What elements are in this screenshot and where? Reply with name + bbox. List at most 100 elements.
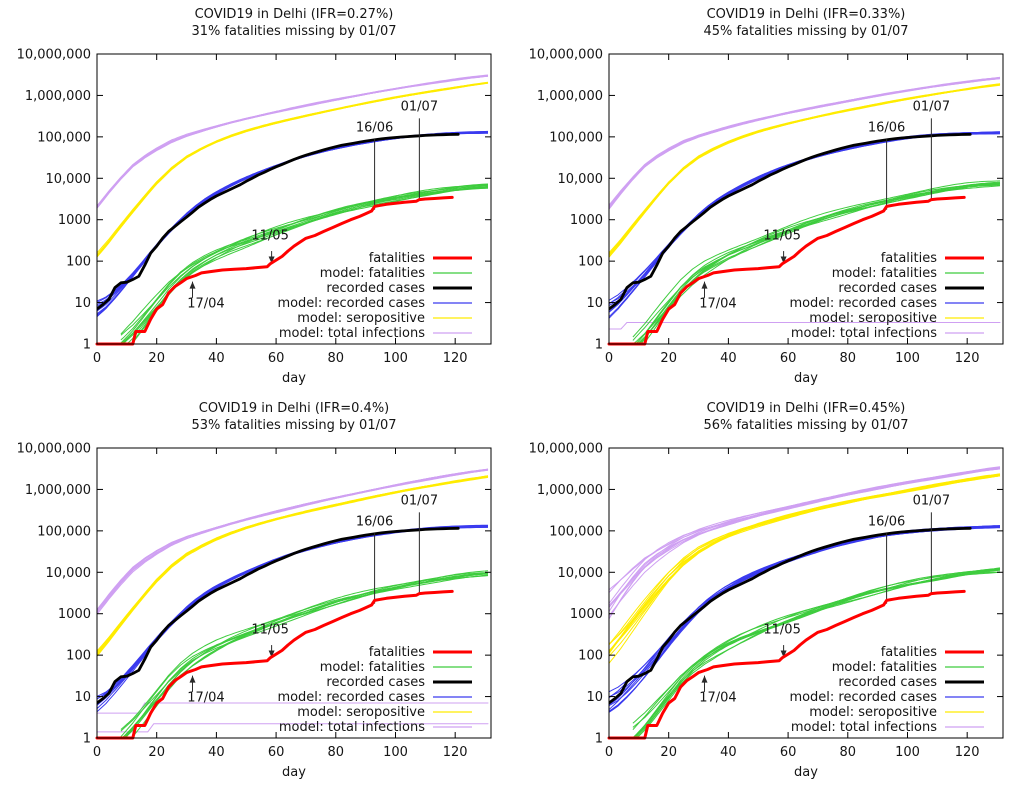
svg-text:100: 100 (578, 255, 603, 270)
svg-text:100,000: 100,000 (37, 130, 91, 145)
svg-text:100: 100 (895, 351, 920, 366)
svg-text:recorded cases: recorded cases (326, 675, 425, 690)
svg-text:recorded cases: recorded cases (838, 675, 937, 690)
svg-text:10: 10 (74, 690, 91, 705)
svg-text:0: 0 (93, 351, 101, 366)
svg-text:01/07: 01/07 (401, 100, 438, 115)
svg-text:model: recorded cases: model: recorded cases (277, 296, 425, 311)
plot-ifr-033: 17/04 11/05 16/06 01/07 0 20 40 60 80 100 120 1 10 10… (529, 48, 1004, 386)
svg-text:40: 40 (720, 351, 737, 366)
svg-text:10,000: 10,000 (558, 172, 604, 187)
svg-text:1000: 1000 (570, 213, 603, 228)
svg-text:0: 0 (605, 745, 613, 760)
svg-text:10,000,000: 10,000,000 (529, 48, 603, 63)
svg-text:1: 1 (595, 338, 603, 353)
svg-text:1,000,000: 1,000,000 (537, 89, 603, 104)
svg-text:16/06: 16/06 (868, 514, 905, 529)
svg-text:100: 100 (383, 745, 408, 760)
svg-text:01/07: 01/07 (401, 494, 438, 509)
svg-text:16/06: 16/06 (356, 514, 393, 529)
svg-text:80: 80 (840, 745, 857, 760)
chart-title-block: COVID19 in Delhi (IFR=0.4%) 53% fataliti… (97, 401, 491, 434)
chart-panel-ifr-045: 17/04 11/05 16/06 01/07 0 20 40 60 80 100 120 1 10 10… (512, 394, 1024, 788)
chart-title: COVID19 in Delhi (IFR=0.27%) (194, 7, 394, 22)
plot-ifr-045: 17/04 11/05 16/06 01/07 0 20 40 60 80 100 120 1 10 10… (529, 442, 1004, 780)
svg-text:1,000,000: 1,000,000 (537, 483, 603, 498)
svg-text:17/04: 17/04 (187, 297, 224, 312)
svg-text:0: 0 (605, 351, 613, 366)
svg-text:20: 20 (660, 745, 677, 760)
svg-text:1000: 1000 (570, 607, 603, 622)
svg-text:model: fatalities: model: fatalities (320, 266, 426, 281)
svg-text:120: 120 (955, 745, 980, 760)
svg-text:model: recorded cases: model: recorded cases (277, 690, 425, 705)
chart-title-block: COVID19 in Delhi (IFR=0.33%) 45% fatalit… (609, 7, 1003, 40)
plot-ifr-04: 17/04 11/05 16/06 01/07 0 20 40 60 80 100 120 1 10 10… (17, 442, 492, 780)
svg-text:16/06: 16/06 (868, 120, 905, 135)
svg-text:100,000: 100,000 (549, 524, 603, 539)
svg-text:20: 20 (148, 745, 165, 760)
svg-text:17/04: 17/04 (699, 297, 736, 312)
chart-subtitle: 31% fatalities missing by 01/07 (191, 23, 397, 39)
svg-text:11/05: 11/05 (251, 623, 288, 638)
chart-subtitle: 53% fatalities missing by 01/07 (191, 417, 397, 433)
svg-text:100,000: 100,000 (549, 130, 603, 145)
svg-text:100: 100 (66, 255, 91, 270)
svg-text:10,000: 10,000 (46, 172, 92, 187)
svg-text:100: 100 (383, 351, 408, 366)
svg-text:40: 40 (208, 745, 225, 760)
svg-text:60: 60 (780, 351, 797, 366)
svg-text:1: 1 (83, 338, 91, 353)
chart-title: COVID19 in Delhi (IFR=0.4%) (198, 401, 390, 416)
svg-text:100: 100 (578, 649, 603, 664)
svg-text:model: seropositive: model: seropositive (809, 705, 937, 720)
svg-text:10: 10 (586, 296, 603, 311)
svg-text:1,000,000: 1,000,000 (25, 483, 91, 498)
svg-text:60: 60 (780, 745, 797, 760)
svg-text:day: day (794, 765, 818, 780)
svg-text:model: seropositive: model: seropositive (297, 311, 425, 326)
svg-text:11/05: 11/05 (251, 229, 288, 244)
svg-text:100: 100 (66, 649, 91, 664)
svg-text:20: 20 (660, 351, 677, 366)
svg-text:model: total infections: model: total infections (791, 720, 937, 735)
svg-text:1000: 1000 (58, 213, 91, 228)
svg-text:model: seropositive: model: seropositive (297, 705, 425, 720)
svg-text:model: recorded cases: model: recorded cases (789, 296, 937, 311)
svg-text:80: 80 (328, 351, 345, 366)
svg-text:0: 0 (93, 745, 101, 760)
svg-text:01/07: 01/07 (913, 494, 950, 509)
chart-panel-ifr-04: 17/04 11/05 16/06 01/07 0 20 40 60 80 100 120 1 10 10… (0, 394, 512, 788)
svg-text:fatalities: fatalities (881, 645, 938, 660)
svg-text:1: 1 (83, 732, 91, 747)
svg-text:1: 1 (595, 732, 603, 747)
svg-text:40: 40 (208, 351, 225, 366)
chart-title-block: COVID19 in Delhi (IFR=0.45%) 56% fatalit… (609, 401, 1003, 434)
svg-text:10,000,000: 10,000,000 (17, 442, 91, 457)
svg-text:16/06: 16/06 (356, 120, 393, 135)
svg-text:fatalities: fatalities (369, 645, 426, 660)
svg-text:120: 120 (955, 351, 980, 366)
svg-text:1,000,000: 1,000,000 (25, 89, 91, 104)
svg-text:17/04: 17/04 (699, 691, 736, 706)
svg-text:recorded cases: recorded cases (838, 281, 937, 296)
svg-text:fatalities: fatalities (369, 251, 426, 266)
chart-subtitle: 56% fatalities missing by 01/07 (703, 417, 909, 433)
svg-text:17/04: 17/04 (187, 691, 224, 706)
svg-text:model: total infections: model: total infections (791, 326, 937, 341)
svg-text:10,000: 10,000 (558, 566, 604, 581)
svg-text:day: day (282, 765, 306, 780)
svg-text:recorded cases: recorded cases (326, 281, 425, 296)
svg-text:10: 10 (74, 296, 91, 311)
svg-text:40: 40 (720, 745, 737, 760)
svg-text:120: 120 (443, 745, 468, 760)
chart-title: COVID19 in Delhi (IFR=0.45%) (706, 401, 906, 416)
svg-text:model: recorded cases: model: recorded cases (789, 690, 937, 705)
svg-text:10,000,000: 10,000,000 (529, 442, 603, 457)
svg-text:model: seropositive: model: seropositive (809, 311, 937, 326)
plot-ifr-027: 17/04 11/05 16/06 01/07 0 20 40 60 80 100 120 1 10 10… (17, 48, 492, 386)
svg-text:80: 80 (328, 745, 345, 760)
svg-text:100: 100 (895, 745, 920, 760)
svg-text:model: fatalities: model: fatalities (832, 660, 938, 675)
